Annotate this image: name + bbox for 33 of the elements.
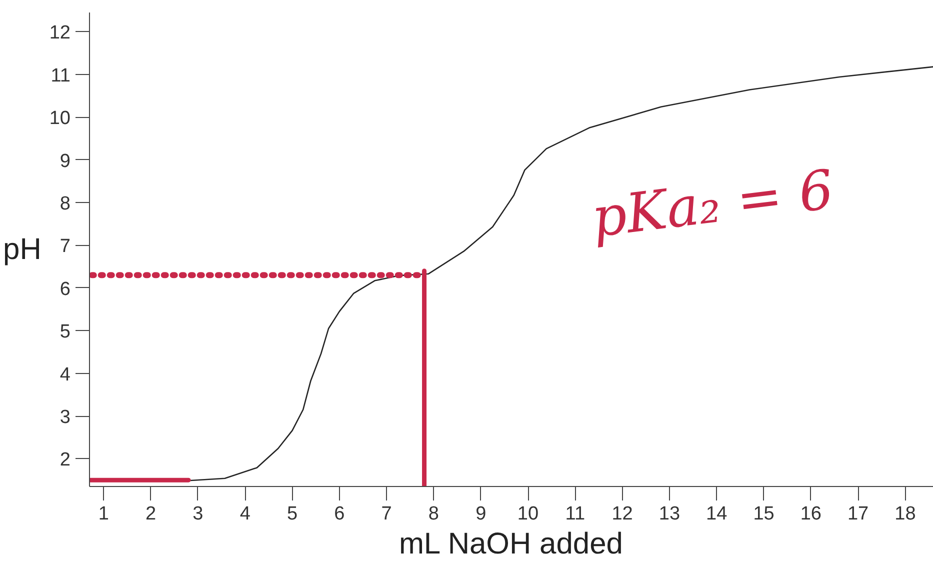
x-axis-title: mL NaOH added [398,528,623,560]
x-tick-label: 17 [847,504,869,524]
annotation: pKa₂ = 6 [588,158,837,250]
x-tick-label: 14 [706,504,728,524]
y-tick-label: 11 [50,65,71,86]
y-tick-label: 10 [49,108,71,130]
x-tick-label: 10 [517,504,539,524]
x-tick-label: 11 [565,504,586,524]
x-tick-label: 2 [146,504,156,524]
y-tick-label: 3 [60,407,71,428]
x-tick-label: 5 [286,504,298,524]
y-tick-label: 12 [49,22,71,44]
y-tick-label: 9 [60,150,71,172]
x-tick-label: 16 [800,504,822,524]
y-tick-label: 6 [60,278,71,300]
y-tick-label: 7 [60,236,71,258]
x-tick-label: 3 [192,504,204,524]
x-tick-label: 18 [894,504,916,524]
y-tick-label: 5 [60,322,71,343]
y-tick-label: 4 [60,364,71,386]
y-axis-title: pH [3,233,42,266]
x-tick-label: 7 [381,504,392,524]
line-series [190,66,933,482]
x-tick-label: 9 [476,504,486,524]
x-tick-label: 4 [240,504,251,524]
x-tick-label: 12 [612,504,633,524]
x-tick-label: 6 [334,504,345,524]
x-tick-label: 1 [98,504,109,524]
x-tick-label: 13 [658,504,680,524]
x-tick-label: 8 [428,504,439,524]
x-tick-label: 15 [753,504,774,524]
y-tick-label: 8 [60,194,71,215]
y-tick-label: 2 [60,450,71,471]
